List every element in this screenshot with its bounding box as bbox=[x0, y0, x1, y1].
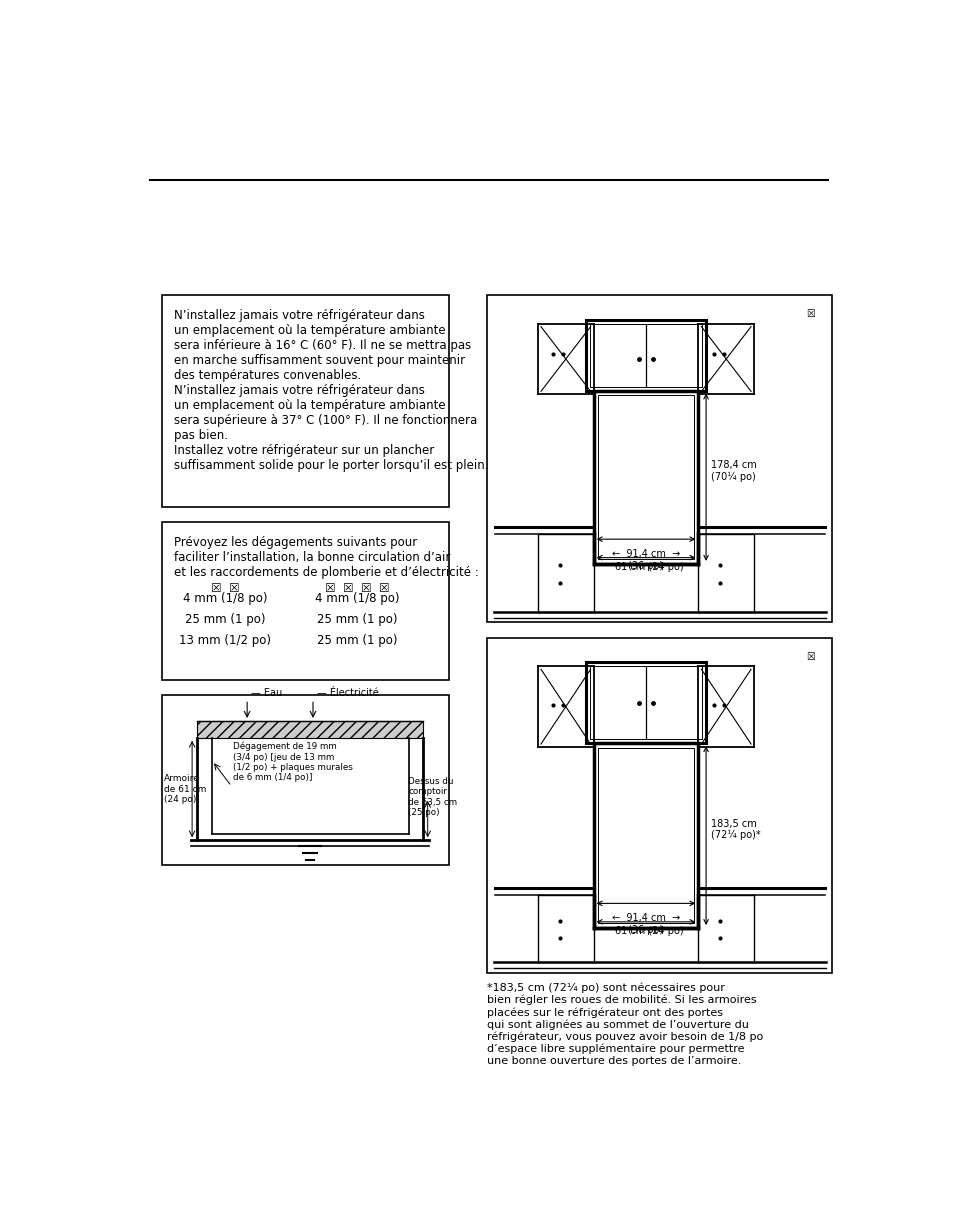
Bar bbox=[589, 324, 701, 387]
Bar bbox=[593, 744, 698, 928]
Text: Dessus du
comptoir
de 63,5 cm
(25 po): Dessus du comptoir de 63,5 cm (25 po) bbox=[408, 777, 457, 817]
Text: 183,5 cm
(72¼ po)*: 183,5 cm (72¼ po)* bbox=[710, 818, 760, 840]
Text: 25 mm (1 po): 25 mm (1 po) bbox=[316, 614, 397, 626]
Text: 4 mm (1/8 po): 4 mm (1/8 po) bbox=[183, 593, 268, 605]
Bar bbox=[487, 294, 831, 622]
Text: 61 cm (24 po): 61 cm (24 po) bbox=[614, 925, 682, 936]
Bar bbox=[162, 523, 448, 680]
Text: N’installez jamais votre réfrigérateur dans
un emplacement où la température amb: N’installez jamais votre réfrigérateur d… bbox=[173, 309, 488, 472]
Text: ←  91,4 cm  →
(36 po): ← 91,4 cm → (36 po) bbox=[611, 913, 679, 935]
Text: 13 mm (1/2 po): 13 mm (1/2 po) bbox=[179, 634, 272, 647]
Text: ☒  ☒: ☒ ☒ bbox=[211, 582, 239, 595]
Bar bbox=[598, 395, 693, 560]
Text: ←  91,4 cm  →
(36 po): ← 91,4 cm → (36 po) bbox=[611, 550, 679, 571]
Bar bbox=[598, 747, 693, 924]
Bar bbox=[589, 666, 701, 740]
Text: 178,4 cm
(70¼ po): 178,4 cm (70¼ po) bbox=[710, 460, 756, 482]
Text: ☒: ☒ bbox=[805, 309, 815, 319]
Bar bbox=[593, 390, 698, 564]
Bar bbox=[162, 696, 448, 865]
Text: 4 mm (1/8 po): 4 mm (1/8 po) bbox=[314, 593, 399, 605]
Bar bbox=[196, 721, 422, 737]
Bar bbox=[585, 320, 705, 390]
Bar bbox=[487, 638, 831, 973]
Text: — Électricité: — Électricité bbox=[316, 688, 378, 698]
Bar bbox=[585, 663, 705, 744]
Text: 25 mm (1 po): 25 mm (1 po) bbox=[316, 634, 397, 647]
Text: Prévoyez les dégagements suivants pour
faciliter l’installation, la bonne circul: Prévoyez les dégagements suivants pour f… bbox=[173, 536, 477, 579]
Text: 61 cm (24 po): 61 cm (24 po) bbox=[614, 562, 682, 572]
Text: Armoire
de 61 cm
(24 po): Armoire de 61 cm (24 po) bbox=[164, 774, 207, 804]
Bar bbox=[162, 294, 448, 507]
Text: *183,5 cm (72¹⁄₄ po) sont nécessaires pour
bien régler les roues de mobilité. Si: *183,5 cm (72¹⁄₄ po) sont nécessaires po… bbox=[487, 983, 762, 1066]
Text: ☒  ☒  ☒  ☒: ☒ ☒ ☒ ☒ bbox=[325, 582, 389, 595]
Text: Dégagement de 19 mm
(3/4 po) [jeu de 13 mm
(1/2 po) + plaques murales
de 6 mm (1: Dégagement de 19 mm (3/4 po) [jeu de 13 … bbox=[233, 742, 353, 783]
Text: ☒: ☒ bbox=[805, 652, 815, 661]
Text: — Eau: — Eau bbox=[251, 688, 282, 698]
Text: 25 mm (1 po): 25 mm (1 po) bbox=[185, 614, 265, 626]
